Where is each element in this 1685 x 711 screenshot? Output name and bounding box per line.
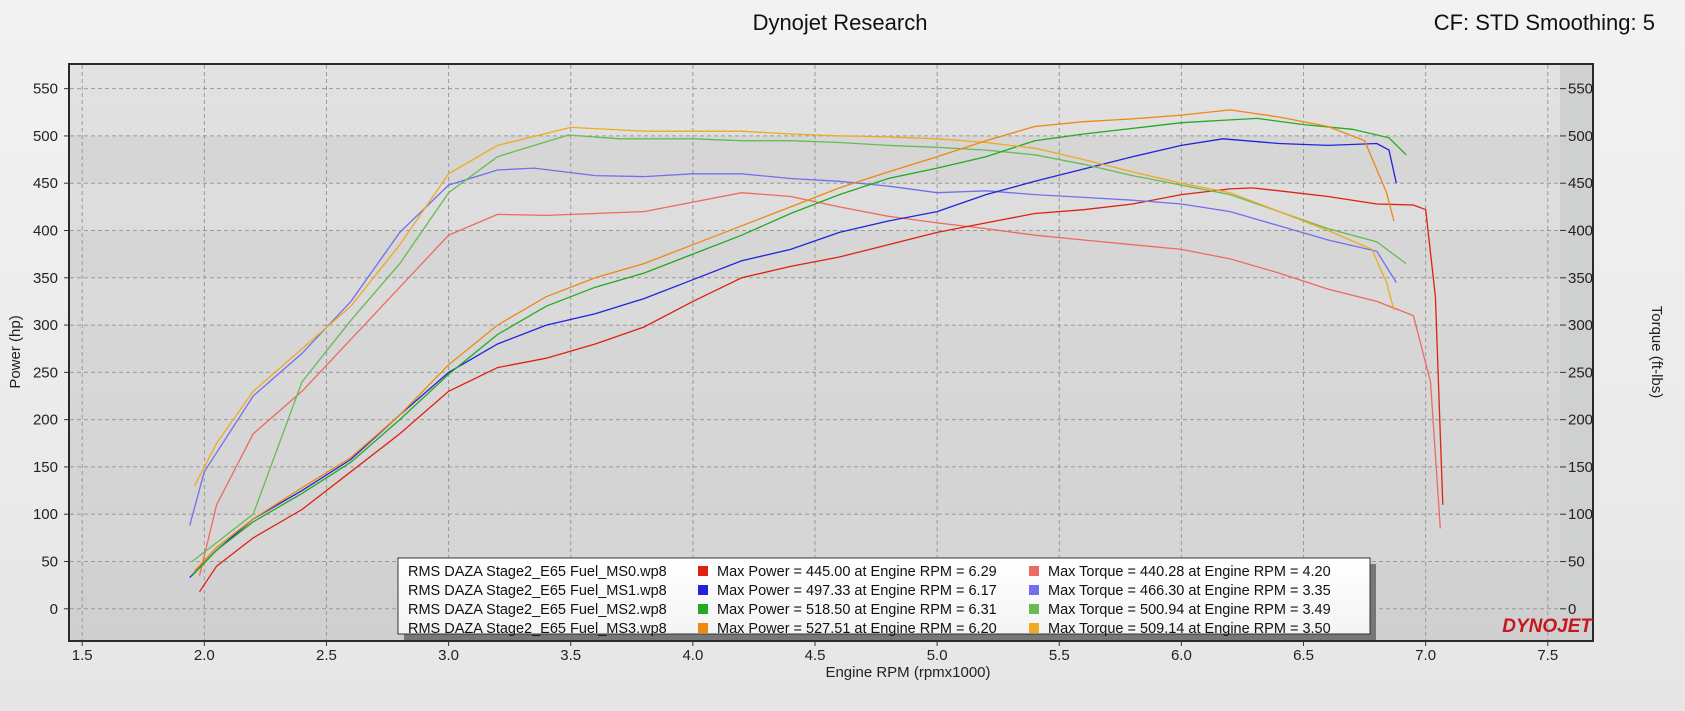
legend-torque-ms1: Max Torque = 466.30 at Engine RPM = 3.35 xyxy=(1048,583,1331,599)
y2-tick-label: 0 xyxy=(1568,601,1576,618)
legend-box xyxy=(397,557,1371,635)
y-tick-label: 350 xyxy=(33,270,58,287)
dynojet-logo: DYNOJET xyxy=(1502,616,1593,637)
legend-torque-swatch xyxy=(1029,585,1039,595)
y2-tick-label: 250 xyxy=(1568,364,1593,381)
x-axis-label: Engine RPM (rpmx1000) xyxy=(825,664,990,681)
y2-tick-label: 550 xyxy=(1568,81,1593,98)
rpm-axis-ticks: 1.5 2.0 2.5 3.0 3.5 4.0 4.5 5.0 5.5 6.0 6.5 7.0 7.5 xyxy=(72,640,1558,664)
y-tick-label: 50 xyxy=(41,554,58,571)
chart-title: Dynojet Research xyxy=(753,10,928,35)
x-tick-label: 4.0 xyxy=(682,647,703,664)
legend-power-swatch xyxy=(698,623,708,633)
legend-power-ms2: Max Power = 518.50 at Engine RPM = 6.31 xyxy=(717,602,997,618)
y2-tick-label: 200 xyxy=(1568,412,1593,429)
x-tick-label: 2.0 xyxy=(194,647,215,664)
x-tick-label: 6.0 xyxy=(1171,647,1192,664)
legend-torque-swatch xyxy=(1029,604,1039,614)
right-axis-strip xyxy=(1560,65,1592,640)
y2-axis-label: Torque (ft-lbs) xyxy=(1648,306,1665,399)
torque-line-ms0 xyxy=(198,192,1441,576)
power-line-ms3 xyxy=(194,109,1395,572)
power-line-ms2 xyxy=(191,117,1407,577)
torque-line-ms2 xyxy=(191,134,1407,563)
power-line-ms1 xyxy=(189,138,1397,579)
y-tick-label: 400 xyxy=(33,223,58,240)
legend-file-ms1: RMS DAZA Stage2_E65 Fuel_MS1.wp8 xyxy=(408,583,667,599)
y2-tick-label: 500 xyxy=(1568,128,1593,145)
y2-tick-label: 50 xyxy=(1568,554,1585,571)
x-tick-label: 2.5 xyxy=(316,647,337,664)
legend-power-swatch xyxy=(698,566,708,576)
legend-power-swatch xyxy=(698,604,708,614)
x-tick-label: 7.0 xyxy=(1415,647,1436,664)
y-tick-label: 500 xyxy=(33,128,58,145)
y2-tick-label: 350 xyxy=(1568,270,1593,287)
legend-torque-ms0: Max Torque = 440.28 at Engine RPM = 4.20 xyxy=(1048,564,1331,580)
legend-torque-ms3: Max Torque = 509.14 at Engine RPM = 3.50 xyxy=(1048,621,1331,637)
x-tick-label: 5.0 xyxy=(927,647,948,664)
power-axis-ticks: 0 50 100 150 200 250 300 350 400 450 500 550 xyxy=(33,81,70,618)
y-tick-label: 150 xyxy=(33,459,58,476)
y-tick-label: 300 xyxy=(33,317,58,334)
y-tick-label: 550 xyxy=(33,81,58,98)
cf-smoothing-label: CF: STD Smoothing: 5 xyxy=(1434,10,1655,35)
x-tick-label: 7.5 xyxy=(1537,647,1558,664)
legend-power-ms1: Max Power = 497.33 at Engine RPM = 6.17 xyxy=(717,583,997,599)
torque-axis-ticks: 0 50 100 150 200 250 300 350 400 450 500 550 xyxy=(1560,81,1593,618)
x-tick-label: 6.5 xyxy=(1293,647,1314,664)
y-tick-label: 450 xyxy=(33,175,58,192)
legend-power-ms3: Max Power = 527.51 at Engine RPM = 6.20 xyxy=(717,621,997,637)
y-axis-label: Power (hp) xyxy=(7,315,24,388)
y2-tick-label: 300 xyxy=(1568,317,1593,334)
y2-tick-label: 100 xyxy=(1568,506,1593,523)
y2-tick-label: 400 xyxy=(1568,223,1593,240)
y-tick-label: 250 xyxy=(33,364,58,381)
legend-file-ms3: RMS DAZA Stage2_E65 Fuel_MS3.wp8 xyxy=(408,621,667,637)
legend-torque-swatch xyxy=(1029,623,1039,633)
legend-torque-ms2: Max Torque = 500.94 at Engine RPM = 3.49 xyxy=(1048,602,1331,618)
torque-line-ms3 xyxy=(194,126,1395,487)
legend-file-ms0: RMS DAZA Stage2_E65 Fuel_MS0.wp8 xyxy=(408,564,667,580)
legend: RMS DAZA Stage2_E65 Fuel_MS0.wp8 Max Powe… xyxy=(397,557,1376,640)
legend-power-ms0: Max Power = 445.00 at Engine RPM = 6.29 xyxy=(717,564,997,580)
y2-tick-label: 450 xyxy=(1568,175,1593,192)
y-tick-label: 200 xyxy=(33,412,58,429)
power-line-ms0 xyxy=(198,187,1444,593)
legend-power-swatch xyxy=(698,585,708,595)
legend-torque-swatch xyxy=(1029,566,1039,576)
x-tick-label: 4.5 xyxy=(805,647,826,664)
y-tick-label: 100 xyxy=(33,506,58,523)
x-tick-label: 1.5 xyxy=(72,647,93,664)
series-lines xyxy=(189,109,1444,593)
x-tick-label: 3.5 xyxy=(560,647,581,664)
x-tick-label: 5.5 xyxy=(1049,647,1070,664)
legend-file-ms2: RMS DAZA Stage2_E65 Fuel_MS2.wp8 xyxy=(408,602,667,618)
x-tick-label: 3.0 xyxy=(438,647,459,664)
y2-tick-label: 150 xyxy=(1568,459,1593,476)
y-tick-label: 0 xyxy=(50,601,58,618)
